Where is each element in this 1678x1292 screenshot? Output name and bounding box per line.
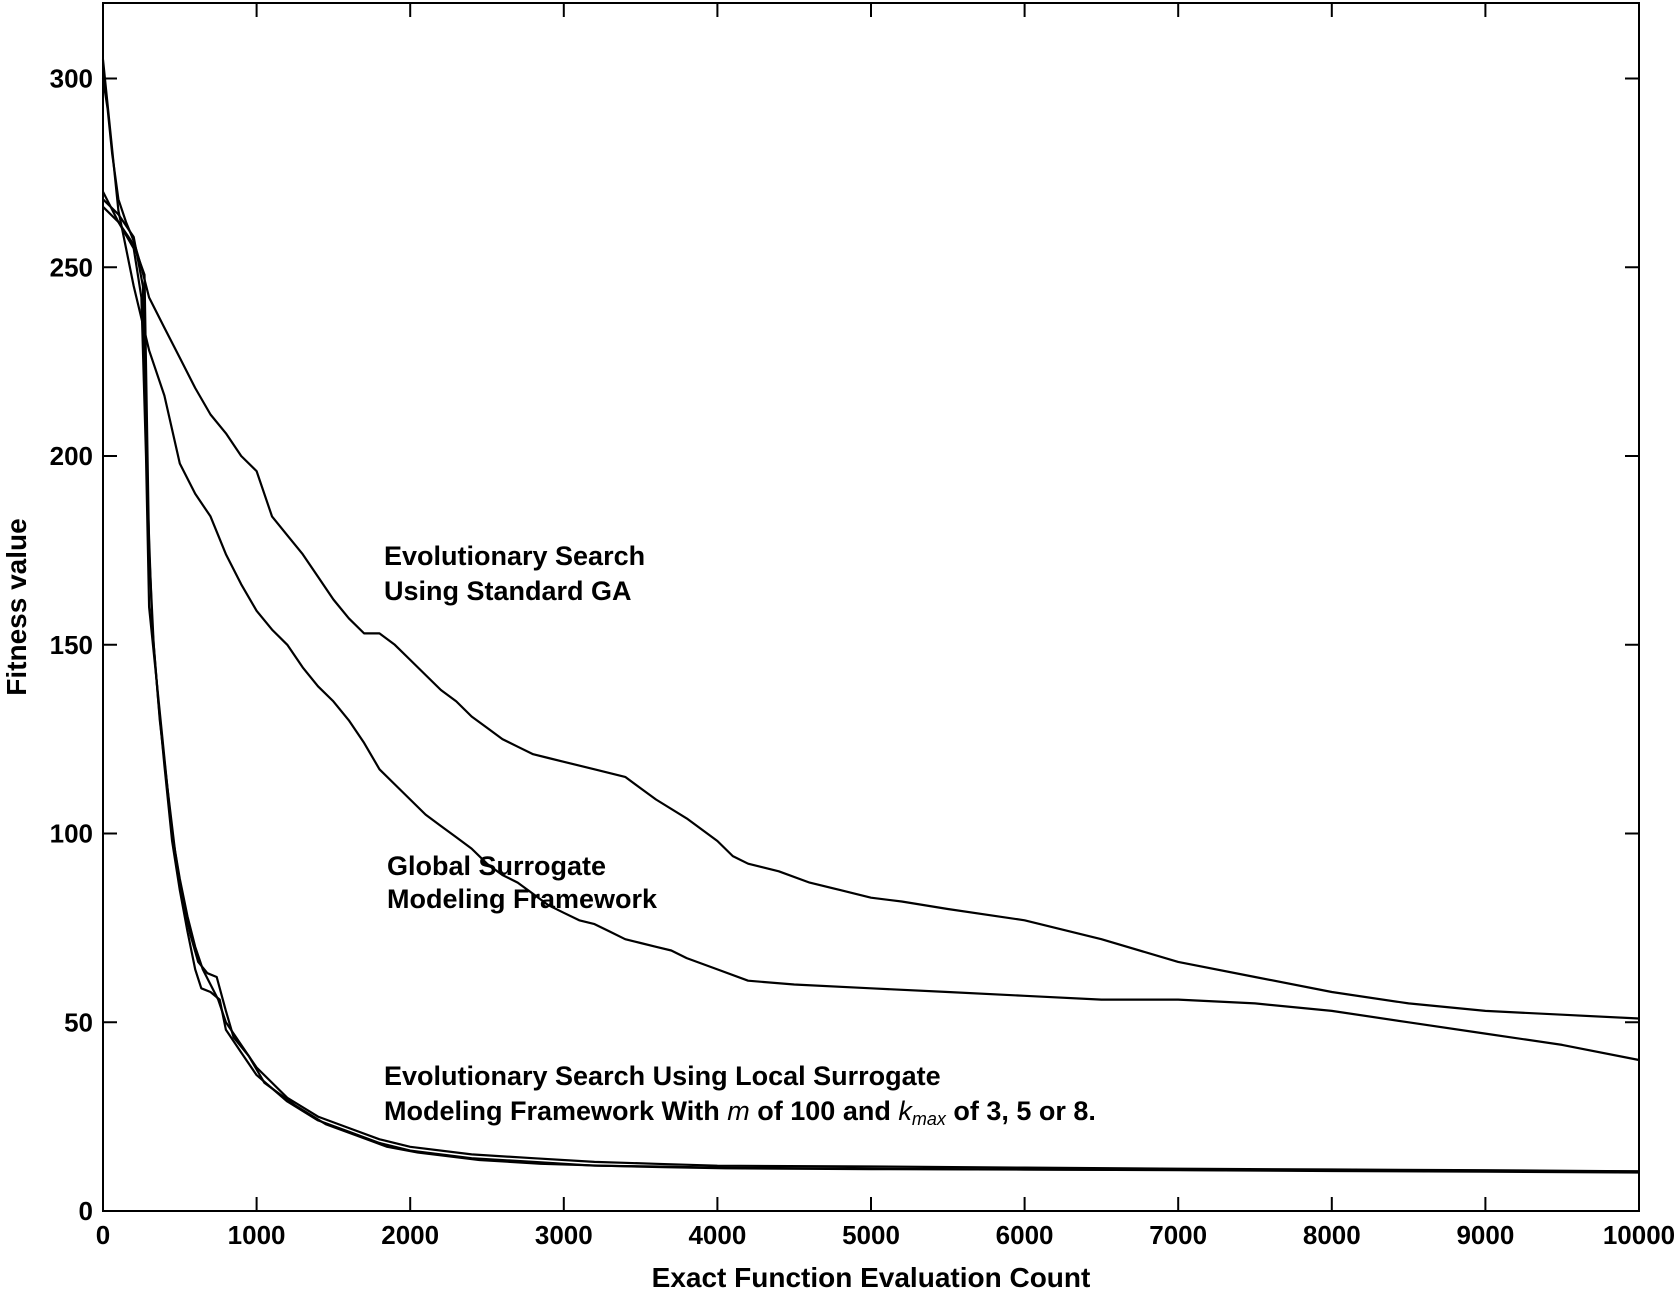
series-line-1 [101, 78, 1640, 1020]
x-tick-label: 8000 [1303, 1220, 1361, 1250]
series-line-3 [102, 191, 1640, 1173]
y-tick-label: 250 [50, 252, 93, 282]
x-axis-label: Exact Function Evaluation Count [652, 1262, 1091, 1292]
annotation-m-symbol: m [727, 1096, 750, 1126]
plot-frame [102, 2, 1640, 1212]
x-tick-label: 10000 [1603, 1220, 1675, 1250]
series-line-2 [101, 59, 1640, 1062]
axis-ticks [102, 3, 1640, 1212]
series-line-4 [102, 198, 1640, 1174]
x-tick-label: 0 [96, 1220, 110, 1250]
annotation-standard-ga-line2: Using Standard GA [384, 576, 632, 606]
x-tick-label: 5000 [842, 1220, 900, 1250]
x-tick-label: 1000 [228, 1220, 286, 1250]
annotation-global-surrogate-line2: Modeling Framework [387, 884, 658, 914]
x-tick-label: 2000 [381, 1220, 439, 1250]
x-tick-label: 6000 [996, 1220, 1054, 1250]
annotation-line2-part-c: of 3, 5 or 8. [946, 1096, 1096, 1126]
y-tick-label: 50 [64, 1007, 93, 1037]
annotation-local-surrogate-line1: Evolutionary Search Using Local Surrogat… [384, 1061, 941, 1091]
annotation-k-subscript: max [912, 1109, 947, 1129]
annotation-line2-part-b: of 100 and [750, 1096, 899, 1126]
y-tick-label: 0 [79, 1196, 93, 1226]
y-tick-labels: 0 50 100 150 200 250 300 [50, 64, 93, 1227]
x-tick-label: 7000 [1149, 1220, 1207, 1250]
annotation-line2-part-a: Modeling Framework With [384, 1096, 727, 1126]
y-tick-label: 150 [50, 630, 93, 660]
series-lines [101, 59, 1640, 1174]
series-line-5 [102, 206, 1640, 1173]
y-axis-label: Fitness value [1, 518, 32, 695]
x-tick-labels: 0 1000 2000 3000 4000 5000 6000 7000 8000 9000 100… [96, 1220, 1675, 1250]
annotation-global-surrogate-line1: Global Surrogate [387, 851, 606, 881]
x-tick-label: 4000 [688, 1220, 746, 1250]
annotation-local-surrogate-line2: Modeling Framework With m of 100 and kma… [384, 1096, 1096, 1129]
y-tick-label: 300 [50, 64, 93, 94]
x-tick-label: 9000 [1456, 1220, 1514, 1250]
y-tick-label: 200 [50, 441, 93, 471]
annotation-k-symbol: k [898, 1096, 913, 1126]
annotation-standard-ga-line1: Evolutionary Search [384, 541, 645, 571]
y-tick-label: 100 [50, 819, 93, 849]
x-tick-label: 3000 [535, 1220, 593, 1250]
